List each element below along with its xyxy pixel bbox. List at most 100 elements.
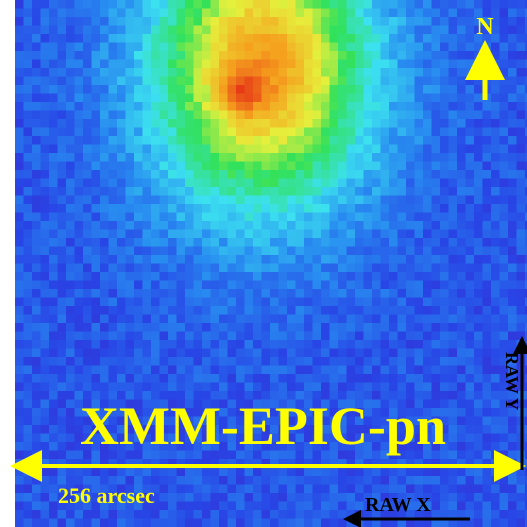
pixel: [83, 366, 92, 375]
pixel: [330, 111, 339, 120]
pixel: [449, 306, 458, 315]
pixel: [15, 357, 24, 366]
pixel: [24, 289, 33, 298]
pixel: [474, 425, 483, 434]
pixel: [32, 204, 41, 213]
pixel: [117, 306, 126, 315]
pixel: [474, 357, 483, 366]
pixel: [338, 468, 347, 477]
pixel: [253, 0, 262, 9]
pixel: [440, 468, 449, 477]
pixel: [508, 485, 517, 494]
pixel: [508, 519, 517, 527]
pixel: [500, 221, 509, 230]
pixel: [440, 51, 449, 60]
pixel: [245, 221, 254, 230]
pixel: [457, 128, 466, 137]
pixel: [296, 315, 305, 324]
pixel: [279, 68, 288, 77]
pixel: [364, 272, 373, 281]
pixel: [508, 434, 517, 443]
pixel: [381, 340, 390, 349]
pixel: [262, 179, 271, 188]
pixel: [262, 9, 271, 18]
pixel: [66, 43, 75, 52]
pixel: [355, 493, 364, 502]
pixel: [219, 196, 228, 205]
pixel: [364, 51, 373, 60]
pixel: [245, 340, 254, 349]
pixel: [49, 298, 58, 307]
pixel: [100, 9, 109, 18]
pixel: [194, 264, 203, 273]
pixel: [355, 68, 364, 77]
pixel: [372, 357, 381, 366]
pixel: [466, 153, 475, 162]
pixel: [321, 34, 330, 43]
pixel: [415, 323, 424, 332]
pixel: [66, 383, 75, 392]
pixel: [406, 128, 415, 137]
pixel: [100, 510, 109, 519]
pixel: [381, 357, 390, 366]
pixel: [389, 26, 398, 35]
pixel: [500, 493, 509, 502]
pixel: [338, 230, 347, 239]
pixel: [321, 77, 330, 86]
pixel: [508, 111, 517, 120]
pixel: [253, 332, 262, 341]
pixel: [304, 26, 313, 35]
pixel: [364, 340, 373, 349]
pixel: [194, 0, 203, 9]
pixel: [177, 213, 186, 222]
pixel: [211, 510, 220, 519]
pixel: [253, 102, 262, 111]
pixel: [500, 170, 509, 179]
pixel: [347, 94, 356, 103]
pixel: [194, 34, 203, 43]
pixel: [406, 68, 415, 77]
pixel: [398, 94, 407, 103]
pixel: [389, 111, 398, 120]
pixel: [219, 476, 228, 485]
pixel: [423, 136, 432, 145]
pixel: [245, 187, 254, 196]
pixel: [168, 162, 177, 171]
pixel: [32, 111, 41, 120]
pixel: [398, 60, 407, 69]
pixel: [160, 340, 169, 349]
pixel: [58, 9, 67, 18]
pixel: [160, 264, 169, 273]
pixel: [508, 468, 517, 477]
pixel: [185, 187, 194, 196]
pixel: [474, 408, 483, 417]
pixel: [143, 162, 152, 171]
pixel: [347, 510, 356, 519]
pixel: [100, 85, 109, 94]
pixel: [466, 17, 475, 26]
pixel: [330, 170, 339, 179]
pixel: [457, 85, 466, 94]
pixel: [440, 162, 449, 171]
pixel: [398, 366, 407, 375]
pixel: [100, 221, 109, 230]
pixel: [287, 77, 296, 86]
pixel: [262, 34, 271, 43]
pixel: [194, 43, 203, 52]
pixel: [406, 43, 415, 52]
pixel: [279, 315, 288, 324]
pixel: [440, 315, 449, 324]
pixel: [143, 111, 152, 120]
pixel: [449, 357, 458, 366]
pixel: [41, 289, 50, 298]
pixel: [92, 34, 101, 43]
pixel: [423, 281, 432, 290]
pixel: [92, 340, 101, 349]
pixel: [151, 17, 160, 26]
pixel: [75, 60, 84, 69]
pixel: [168, 519, 177, 527]
pixel: [126, 238, 135, 247]
pixel: [126, 187, 135, 196]
pixel: [15, 119, 24, 128]
pixel: [372, 281, 381, 290]
